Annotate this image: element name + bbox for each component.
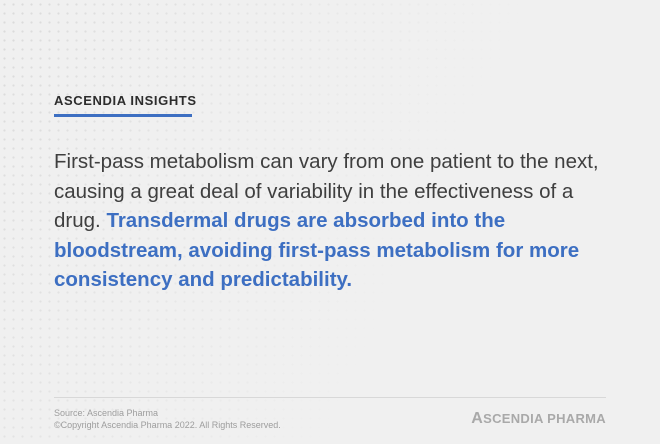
ascendia-pharma-logo: ASCENDIA PHARMA: [471, 410, 606, 428]
quote-highlight-text: Transdermal drugs are absorbed into the …: [54, 209, 580, 292]
logo-rest: SCENDIA PHARMA: [483, 411, 606, 426]
copyright-note: ©Copyright Ascendia Pharma 2022. All Rig…: [54, 420, 281, 430]
source-note: Source: Ascendia Pharma: [54, 408, 159, 418]
quote-plain-text: First-pass metabolism can vary from one …: [54, 150, 599, 233]
quote-text: First-pass metabolism can vary from one …: [54, 147, 614, 295]
footer-divider: [54, 397, 606, 398]
eyebrow-underline: [54, 114, 192, 117]
logo-initial: A: [471, 410, 484, 427]
eyebrow-title: ASCENDIA INSIGHTS: [54, 93, 197, 108]
